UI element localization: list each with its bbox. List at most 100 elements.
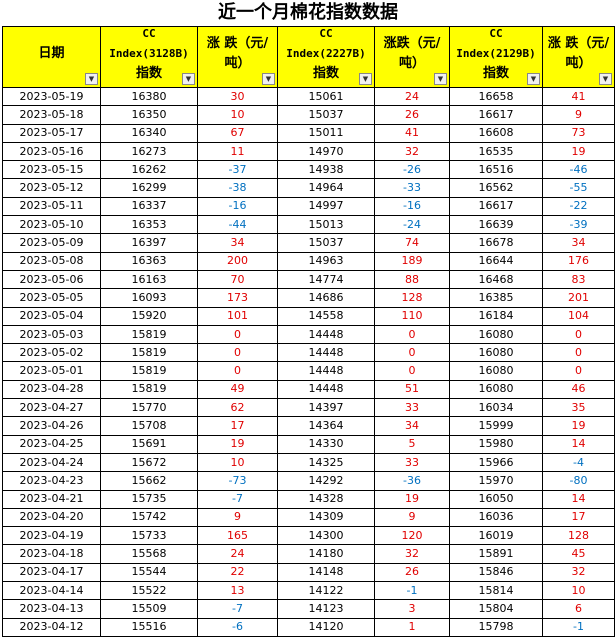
filter-dropdown-icon[interactable]: ▼ (182, 73, 195, 85)
date-cell: 2023-05-03 (2, 324, 101, 345)
index-2227b-cell: 14325 (277, 452, 375, 473)
header-change-2227b-line: 涨跌（元/ (383, 36, 441, 51)
date-cell: 2023-05-12 (2, 178, 101, 198)
date-cell: 2023-05-08 (2, 251, 101, 271)
table-row: 2023-04-13 15509 -7 14123 3 15804 6 (2, 599, 615, 619)
change-2129b-cell: 73 (542, 123, 615, 143)
change-3128b-cell: 11 (197, 141, 278, 162)
change-3128b-cell: 200 (197, 251, 278, 271)
index-2129b-cell: 16468 (449, 269, 543, 290)
change-3128b-cell: 10 (197, 105, 278, 125)
index-2227b-cell: 14120 (277, 617, 375, 637)
index-2227b-cell: 14448 (277, 343, 375, 363)
filter-dropdown-icon[interactable]: ▼ (262, 73, 275, 85)
change-2227b-cell: 34 (374, 416, 450, 436)
header-change-3128b-line: 吨） (224, 56, 251, 71)
change-3128b-cell: 0 (197, 324, 278, 345)
index-3128b-cell: 15544 (100, 562, 198, 583)
change-2129b-cell: -80 (542, 471, 615, 491)
change-3128b-cell: -7 (197, 489, 278, 509)
change-2227b-cell: 189 (374, 251, 450, 271)
change-2227b-cell: 5 (374, 434, 450, 454)
date-cell: 2023-04-23 (2, 471, 101, 491)
change-3128b-cell: 19 (197, 434, 278, 454)
change-2227b-cell: 33 (374, 398, 450, 418)
index-2129b-cell: 16184 (449, 306, 543, 326)
table-row: 2023-04-12 15516 -6 14120 1 15798 -1 (2, 617, 615, 637)
filter-dropdown-icon[interactable]: ▼ (85, 73, 98, 85)
index-3128b-cell: 16363 (100, 251, 198, 271)
index-2129b-cell: 16562 (449, 178, 543, 198)
date-cell: 2023-04-20 (2, 507, 101, 528)
change-3128b-cell: 34 (197, 233, 278, 253)
change-2227b-cell: -36 (374, 471, 450, 491)
filter-dropdown-icon[interactable]: ▼ (599, 73, 612, 85)
change-2129b-cell: 34 (542, 233, 615, 253)
change-2129b-cell: -55 (542, 178, 615, 198)
filter-dropdown-icon[interactable]: ▼ (434, 73, 447, 85)
index-2129b-cell: 15970 (449, 471, 543, 491)
table-row: 2023-04-24 15672 10 14325 33 15966 -4 (2, 452, 615, 473)
change-2129b-cell: 32 (542, 562, 615, 583)
date-cell: 2023-04-24 (2, 452, 101, 473)
index-2227b-cell: 14123 (277, 599, 375, 619)
table-row: 2023-05-18 16350 10 15037 26 16617 9 (2, 105, 615, 125)
change-3128b-cell: 0 (197, 361, 278, 381)
change-3128b-cell: -44 (197, 215, 278, 235)
header-index-2227b-line: Index(2227B) (286, 47, 366, 60)
index-2129b-cell: 15846 (449, 562, 543, 583)
index-3128b-cell: 16353 (100, 215, 198, 235)
change-2129b-cell: -22 (542, 196, 615, 217)
change-2227b-cell: 33 (374, 452, 450, 473)
date-cell: 2023-05-17 (2, 123, 101, 143)
table-row: 2023-04-27 15770 62 14397 33 16034 35 (2, 398, 615, 418)
filter-dropdown-icon[interactable]: ▼ (527, 73, 540, 85)
date-cell: 2023-04-12 (2, 617, 101, 637)
table-row: 2023-05-19 16380 30 15061 24 16658 41 (2, 86, 615, 107)
index-2227b-cell: 14397 (277, 398, 375, 418)
change-2129b-cell: 41 (542, 86, 615, 107)
change-3128b-cell: 101 (197, 306, 278, 326)
header-index-2129b-line: 指数 (482, 66, 509, 81)
table-row: 2023-05-10 16353 -44 15013 -24 16639 -39 (2, 215, 615, 235)
index-3128b-cell: 16093 (100, 288, 198, 308)
index-3128b-cell: 15568 (100, 544, 198, 564)
table-row: 2023-04-21 15735 -7 14328 19 16050 14 (2, 489, 615, 509)
table-row: 2023-05-11 16337 -16 14997 -16 16617 -22 (2, 196, 615, 217)
index-2227b-cell: 14448 (277, 361, 375, 381)
index-2129b-cell: 16535 (449, 141, 543, 162)
index-3128b-cell: 15819 (100, 361, 198, 381)
index-2227b-cell: 14364 (277, 416, 375, 436)
change-3128b-cell: -73 (197, 471, 278, 491)
date-cell: 2023-04-21 (2, 489, 101, 509)
index-2129b-cell: 16034 (449, 398, 543, 418)
change-3128b-cell: 10 (197, 452, 278, 473)
change-2227b-cell: 74 (374, 233, 450, 253)
change-3128b-cell: 24 (197, 544, 278, 564)
date-cell: 2023-05-18 (2, 105, 101, 125)
index-2227b-cell: 14309 (277, 507, 375, 528)
change-3128b-cell: -37 (197, 160, 278, 180)
change-2227b-cell: 120 (374, 526, 450, 546)
change-2129b-cell: 0 (542, 343, 615, 363)
date-cell: 2023-04-14 (2, 581, 101, 601)
change-3128b-cell: 49 (197, 379, 278, 400)
change-3128b-cell: 13 (197, 581, 278, 601)
index-2129b-cell: 16678 (449, 233, 543, 253)
change-2227b-cell: 110 (374, 306, 450, 326)
change-2129b-cell: 128 (542, 526, 615, 546)
index-3128b-cell: 15733 (100, 526, 198, 546)
index-2129b-cell: 16036 (449, 507, 543, 528)
index-2129b-cell: 16644 (449, 251, 543, 271)
table-row: 2023-05-08 16363 200 14963 189 16644 176 (2, 251, 615, 271)
filter-dropdown-icon[interactable]: ▼ (359, 73, 372, 85)
change-2129b-cell: 0 (542, 324, 615, 345)
change-2227b-cell: 32 (374, 544, 450, 564)
header-index-2129b-line: CC (489, 27, 503, 41)
index-3128b-cell: 16397 (100, 233, 198, 253)
change-3128b-cell: 173 (197, 288, 278, 308)
change-3128b-cell: 22 (197, 562, 278, 583)
index-2129b-cell: 15999 (449, 416, 543, 436)
table-row: 2023-04-19 15733 165 14300 120 16019 128 (2, 526, 615, 546)
change-2227b-cell: 0 (374, 324, 450, 345)
